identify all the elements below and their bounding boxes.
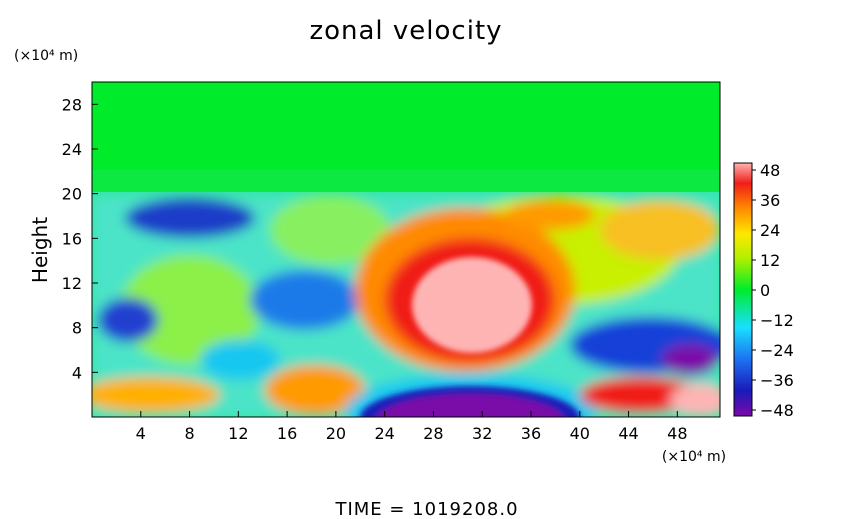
colorbar-ticks: 48 36 24 12 0 −12 −24 −36 −48 bbox=[752, 161, 794, 420]
colorbar-tick-label: −36 bbox=[760, 371, 794, 390]
colorbar-tick-label: 48 bbox=[760, 161, 780, 180]
y-tick-label: 8 bbox=[72, 319, 82, 338]
x-tick-label: 20 bbox=[326, 424, 346, 443]
y-tick-label: 20 bbox=[62, 185, 82, 204]
x-tick-label: 44 bbox=[618, 424, 638, 443]
y-tick-label: 16 bbox=[62, 229, 82, 248]
y-axis-label: Height bbox=[28, 217, 52, 283]
y-tick-label: 24 bbox=[62, 140, 82, 159]
heatmap-field bbox=[92, 82, 720, 417]
x-tick-label: 8 bbox=[184, 424, 194, 443]
x-tick-label: 48 bbox=[667, 424, 687, 443]
colorbar-tick-label: 12 bbox=[760, 251, 780, 270]
x-tick-label: 4 bbox=[136, 424, 146, 443]
colorbar bbox=[733, 162, 753, 417]
colorbar-tick-label: −24 bbox=[760, 341, 794, 360]
x-tick-label: 40 bbox=[570, 424, 590, 443]
x-axis-ticks: 4 8 12 16 20 24 28 32 36 40 44 48 bbox=[136, 411, 688, 443]
y-tick-label: 12 bbox=[62, 274, 82, 293]
y-axis-unit: (×10⁴ m) bbox=[14, 48, 78, 64]
y-tick-label: 4 bbox=[72, 363, 82, 382]
x-tick-label: 36 bbox=[521, 424, 541, 443]
x-tick-label: 16 bbox=[277, 424, 297, 443]
x-tick-label: 28 bbox=[423, 424, 443, 443]
plot-frame bbox=[91, 81, 721, 418]
y-tick-label: 28 bbox=[62, 95, 82, 114]
time-footer: TIME = 1019208.0 bbox=[334, 499, 518, 519]
x-tick-label: 24 bbox=[374, 424, 394, 443]
y-axis-ticks: 4 8 12 16 20 24 28 bbox=[62, 95, 98, 382]
x-axis-unit: (×10⁴ m) bbox=[662, 449, 726, 465]
colorbar-tick-label: −48 bbox=[760, 401, 794, 420]
colorbar-tick-label: 36 bbox=[760, 191, 780, 210]
colorbar-tick-label: −12 bbox=[760, 311, 794, 330]
x-tick-label: 32 bbox=[472, 424, 492, 443]
colorbar-tick-label: 0 bbox=[760, 281, 770, 300]
colorbar-tick-label: 24 bbox=[760, 221, 780, 240]
x-tick-label: 12 bbox=[228, 424, 248, 443]
chart-title: zonal velocity bbox=[309, 16, 502, 46]
